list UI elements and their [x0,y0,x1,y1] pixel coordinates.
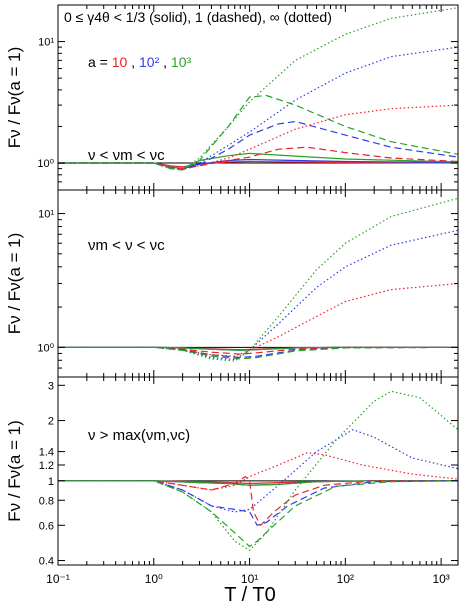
y-axis-label: Fν / Fν(a = 1) [5,420,24,522]
y-tick-label: 10¹ [38,209,54,221]
legend-separator: , [131,54,139,70]
x-axis-label: T / T0 [224,584,276,606]
plot-frame [57,376,459,566]
figure-title: 0 ≤ γ4θ < 1/3 (solid), 1 (dashed), ∞ (do… [64,9,332,25]
legend: a = 10 , 10² , 10³ [88,54,191,70]
series-line [58,146,458,170]
x-tick-label: 10¹ [241,572,258,586]
series-line [58,480,458,527]
series-line [58,94,458,171]
y-tick-label: 2 [48,416,54,428]
legend-prefix: a = [88,54,112,70]
series-line [58,7,458,171]
panel-label: νm < ν < νc [88,237,165,254]
x-tick-label: 10³ [432,572,449,586]
y-tick-label: 10⁰ [37,342,54,354]
series-line [58,390,458,552]
series-line [58,282,458,357]
series-line [58,480,458,548]
legend-entry-1000: 10³ [171,54,192,70]
series-line [58,475,458,527]
panel-1: 10⁰ 10¹ ν < νm < νc Fν / Fν(a = 1) [5,4,459,191]
y-tick-label: 3 [48,380,54,392]
y-tick-label: 0.8 [39,495,54,507]
series-line [58,104,458,170]
y-tick-label: 1.2 [39,460,54,472]
y-axis-label: Fν / Fν(a = 1) [5,47,24,149]
panel-label: ν > max(νm,νc) [88,427,190,444]
y-tick-label: 1.4 [39,447,54,459]
y-axis-label: Fν / Fν(a = 1) [5,233,24,335]
series-line [58,197,458,362]
panel-3: 0.4 0.6 0.8 1 1.21.4 2 3 10⁻¹ 10⁰ 10¹ 10² 10³ ν > ma… [5,376,459,586]
y-tick-label: 0.4 [39,556,54,568]
series-line [58,452,458,491]
panel-2: 10⁰ 10¹ νm < ν < νc Fν / Fν(a = 1) [5,189,459,378]
y-tick-label: 10⁰ [37,158,54,170]
series-group [58,390,458,552]
series-line [58,429,458,513]
series-group [58,7,458,171]
x-tick-label: 10⁰ [145,572,163,586]
legend-separator: , [163,54,171,70]
panels-group: 10⁰ 10¹ ν < νm < νc Fν / Fν(a = 1) 10⁰ 10¹ νm … [5,4,459,586]
legend-entry-10: 10 [112,54,128,70]
x-tick-label: 10⁻¹ [46,572,70,586]
panel-label: ν < νm < νc [88,147,165,164]
legend-entry-100: 10² [139,54,160,70]
y-tick-label: 10¹ [38,37,54,49]
y-tick-label: 0.6 [39,520,54,532]
series-line [58,346,458,355]
x-tick-label: 10² [337,572,354,586]
y-tick-label: 1 [48,476,54,488]
series-group [58,197,458,362]
